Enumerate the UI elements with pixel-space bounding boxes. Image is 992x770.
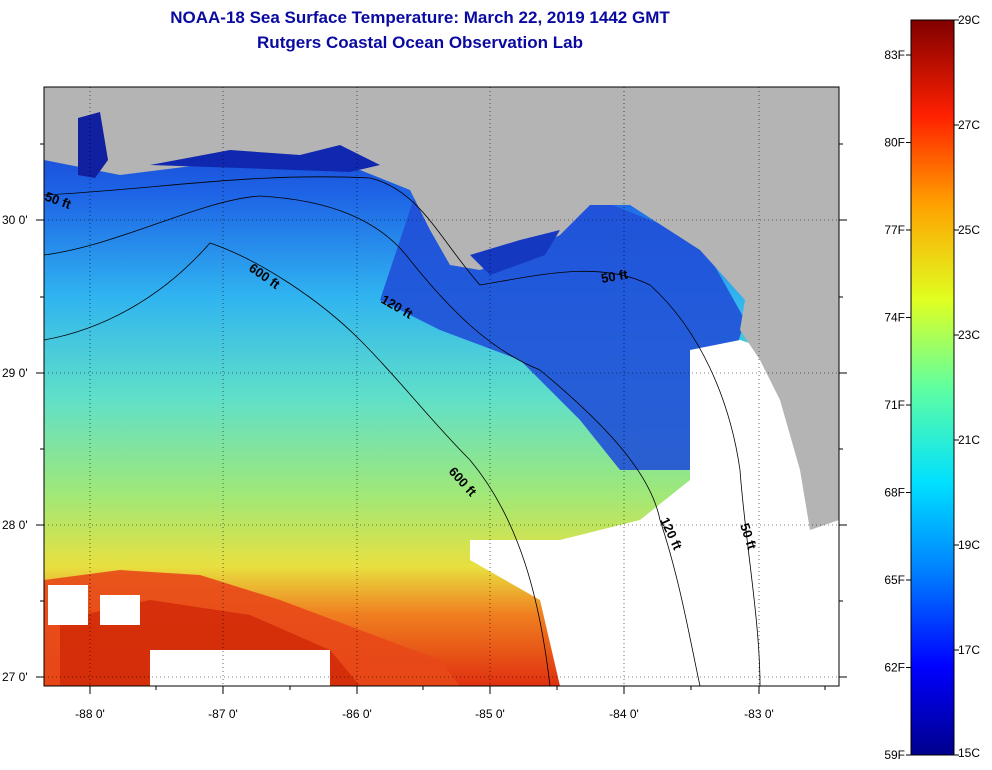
cloud-patch [48, 585, 88, 625]
lon-label: -86 0' [342, 707, 372, 721]
apalachicola-bay [470, 230, 560, 275]
map-title: NOAA-18 Sea Surface Temperature: March 2… [170, 8, 670, 27]
depth-label: 50 ft [600, 266, 630, 286]
lon-label: -88 0' [75, 707, 105, 721]
cloud-patch [150, 650, 330, 686]
land-mass [44, 87, 839, 530]
cloud-patch [100, 595, 140, 625]
lon-label: -85 0' [475, 707, 505, 721]
contour-120ft [44, 195, 701, 686]
lon-label: -87 0' [208, 707, 238, 721]
axis-ticks [36, 143, 847, 694]
map-frame [43, 86, 840, 687]
contour-50ft [44, 176, 761, 686]
lat-label: 30 0' [2, 213, 28, 227]
lat-label: 27 0' [2, 670, 28, 684]
lat-label: 28 0' [2, 518, 28, 532]
lat-label: 29 0' [2, 366, 28, 380]
lon-label: -83 0' [744, 707, 774, 721]
graticule [44, 87, 839, 686]
map-subtitle: Rutgers Coastal Ocean Observation Lab [257, 33, 583, 52]
lon-label: -84 0' [609, 707, 639, 721]
coastal-bays [150, 145, 380, 172]
contour-600ft [44, 242, 551, 686]
mobile-bay [78, 112, 108, 178]
cloud-cover [470, 340, 839, 686]
